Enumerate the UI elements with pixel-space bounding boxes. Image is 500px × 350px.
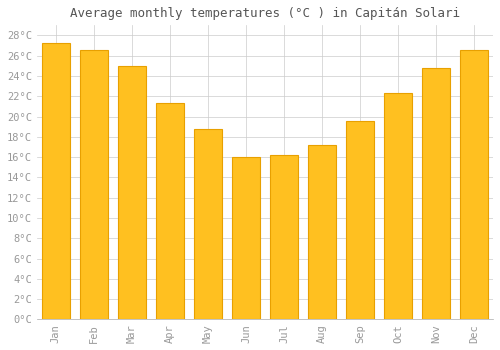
Bar bbox=[118, 66, 146, 320]
Bar bbox=[80, 50, 108, 320]
Bar bbox=[42, 42, 70, 320]
Bar bbox=[194, 129, 222, 320]
Title: Average monthly temperatures (°C ) in Capitán Solari: Average monthly temperatures (°C ) in Ca… bbox=[70, 7, 460, 20]
Bar bbox=[270, 155, 298, 320]
Bar bbox=[460, 50, 488, 320]
Bar bbox=[384, 93, 412, 320]
Bar bbox=[156, 103, 184, 320]
Bar bbox=[422, 68, 450, 320]
Bar bbox=[346, 121, 374, 320]
Bar bbox=[232, 157, 260, 320]
Bar bbox=[308, 145, 336, 320]
